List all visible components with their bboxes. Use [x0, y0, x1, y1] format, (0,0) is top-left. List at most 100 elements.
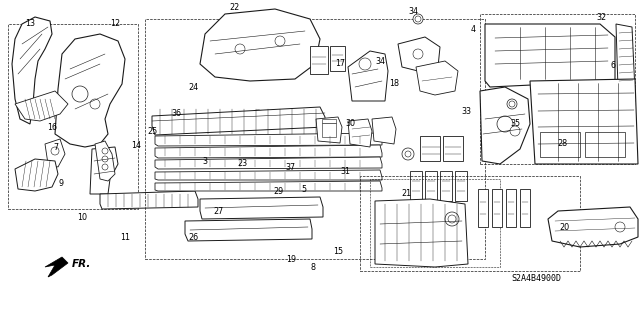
Polygon shape [45, 257, 68, 277]
Circle shape [413, 14, 423, 24]
Polygon shape [15, 91, 68, 121]
Text: 29: 29 [273, 187, 283, 196]
Text: 34: 34 [375, 56, 385, 65]
Text: 18: 18 [389, 78, 399, 87]
Polygon shape [440, 171, 452, 201]
Polygon shape [398, 37, 440, 71]
Circle shape [90, 99, 100, 109]
Text: 23: 23 [237, 160, 247, 168]
Text: 3: 3 [202, 157, 207, 166]
Text: 36: 36 [171, 109, 181, 118]
Polygon shape [200, 9, 320, 81]
Bar [585, 132, 625, 157]
Polygon shape [410, 171, 422, 201]
Text: 28: 28 [557, 138, 567, 147]
Text: 30: 30 [345, 120, 355, 129]
Polygon shape [348, 51, 388, 101]
Polygon shape [316, 117, 342, 143]
Text: 26: 26 [188, 233, 198, 241]
Polygon shape [100, 191, 198, 209]
Text: 21: 21 [401, 189, 411, 198]
Bar [415, 202, 425, 217]
Circle shape [51, 147, 59, 155]
Circle shape [415, 16, 421, 22]
Text: 19: 19 [286, 255, 296, 263]
Polygon shape [12, 17, 52, 124]
Text: 15: 15 [333, 247, 343, 256]
Bar [370, 179, 500, 267]
Polygon shape [155, 133, 382, 146]
Bar [443, 136, 463, 161]
Text: 33: 33 [461, 108, 471, 116]
Text: 31: 31 [340, 167, 350, 175]
Polygon shape [348, 119, 372, 147]
Polygon shape [372, 117, 396, 144]
Polygon shape [416, 61, 458, 95]
Circle shape [445, 212, 459, 226]
Text: 6: 6 [611, 61, 616, 70]
Circle shape [72, 86, 88, 102]
Circle shape [102, 148, 108, 154]
Text: FR.: FR. [72, 259, 92, 269]
Polygon shape [185, 219, 312, 241]
Text: 7: 7 [53, 143, 59, 152]
Polygon shape [478, 189, 488, 227]
Polygon shape [425, 171, 437, 201]
Bar [430, 202, 440, 217]
Polygon shape [15, 159, 58, 191]
Text: 16: 16 [47, 122, 57, 131]
Polygon shape [530, 79, 638, 164]
Text: 37: 37 [285, 162, 295, 172]
Text: 17: 17 [335, 58, 345, 68]
Bar [8, 24, 138, 209]
Text: S2A4B4900D: S2A4B4900D [511, 274, 561, 283]
Circle shape [507, 99, 517, 109]
Bar [480, 14, 635, 164]
Polygon shape [90, 147, 118, 194]
Polygon shape [155, 157, 382, 169]
Polygon shape [548, 207, 638, 247]
Text: 12: 12 [110, 19, 120, 28]
Text: 8: 8 [310, 263, 316, 271]
Polygon shape [155, 145, 382, 158]
Circle shape [102, 156, 108, 162]
Bar [322, 123, 336, 137]
Circle shape [510, 126, 520, 136]
Bar [445, 202, 455, 217]
Bar [322, 119, 336, 123]
Circle shape [509, 101, 515, 107]
Polygon shape [506, 189, 516, 227]
Bar [360, 176, 580, 271]
Circle shape [497, 116, 513, 132]
Circle shape [402, 148, 414, 160]
Polygon shape [155, 181, 382, 191]
Bar [330, 46, 345, 71]
Polygon shape [375, 199, 468, 267]
Polygon shape [45, 139, 65, 167]
Text: 34: 34 [408, 6, 418, 16]
Text: 11: 11 [120, 233, 130, 241]
Text: 10: 10 [77, 212, 87, 221]
Polygon shape [485, 24, 615, 87]
Polygon shape [616, 24, 635, 91]
Bar [145, 19, 485, 259]
Text: 14: 14 [131, 140, 141, 150]
Text: 24: 24 [188, 83, 198, 92]
Bar [310, 46, 328, 74]
Polygon shape [520, 189, 530, 227]
Text: 25: 25 [147, 127, 157, 136]
Circle shape [254, 113, 262, 121]
Polygon shape [455, 171, 467, 201]
Bar [420, 136, 440, 161]
Polygon shape [492, 189, 502, 227]
Circle shape [405, 151, 411, 157]
Bar [540, 132, 580, 157]
Circle shape [413, 49, 423, 59]
Circle shape [235, 44, 245, 54]
Text: 5: 5 [301, 184, 307, 194]
Circle shape [359, 58, 371, 70]
Text: 22: 22 [229, 4, 239, 12]
Polygon shape [95, 141, 115, 181]
Text: 20: 20 [559, 222, 569, 232]
Polygon shape [152, 107, 325, 135]
